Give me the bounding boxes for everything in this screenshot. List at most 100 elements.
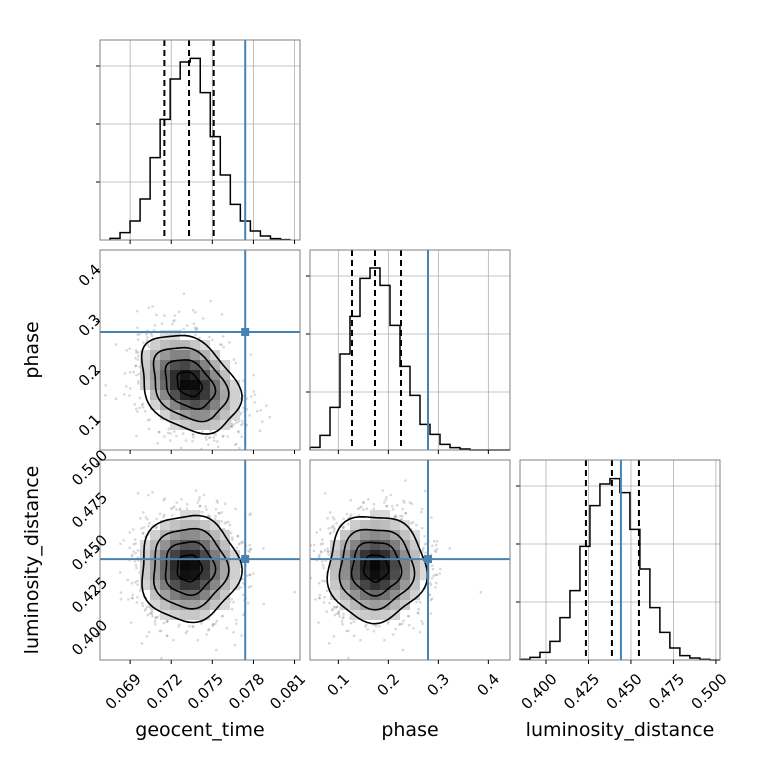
scatter-point	[148, 521, 151, 525]
scatter-point	[209, 299, 212, 303]
scatter-point	[240, 435, 243, 439]
scatter-point	[132, 550, 136, 553]
scatter-point	[319, 528, 322, 531]
scatter-point	[230, 536, 234, 539]
scatter-point	[223, 502, 227, 506]
scatter-point	[407, 624, 411, 627]
scatter-point	[385, 504, 388, 508]
density-cell	[170, 410, 180, 420]
scatter-point	[221, 614, 225, 618]
scatter-point	[136, 333, 139, 336]
density-cell	[190, 390, 200, 400]
panel-frame	[99, 459, 301, 661]
scatter-point	[223, 527, 226, 531]
scatter-point	[162, 515, 165, 519]
scatter-point	[420, 507, 424, 511]
scatter-point	[178, 623, 181, 626]
scatter-point	[211, 624, 215, 628]
density-cell	[170, 360, 180, 370]
hist-bar	[670, 648, 680, 660]
panel-geocent_time-vs-luminosity_distance	[99, 459, 301, 661]
density-cell	[210, 380, 220, 390]
scatter-point	[337, 609, 341, 613]
scatter-point	[372, 502, 376, 506]
density-cell	[420, 560, 430, 570]
density-cell	[370, 590, 380, 600]
density-cell	[410, 540, 420, 550]
scatter-point	[248, 573, 252, 577]
scatter-point	[321, 579, 324, 583]
scatter-point	[331, 607, 335, 611]
density-cell	[210, 360, 220, 370]
density-cell	[170, 570, 180, 580]
scatter-point	[136, 326, 139, 330]
scatter-point	[246, 601, 250, 605]
scatter-point	[349, 498, 353, 502]
scatter-point	[216, 501, 220, 504]
density-cell	[390, 600, 400, 610]
scatter-point	[329, 532, 332, 535]
scatter-point	[403, 501, 406, 504]
scatter-point	[134, 542, 137, 545]
density-cell	[140, 350, 150, 360]
scatter-point	[171, 322, 174, 326]
scatter-point	[146, 419, 150, 422]
scatter-point	[332, 526, 335, 529]
density-cell	[160, 360, 170, 370]
scatter-point	[192, 625, 195, 629]
scatter-point	[435, 547, 439, 551]
scatter-point	[247, 549, 250, 553]
scatter-point	[114, 397, 118, 401]
scatter-point	[242, 613, 245, 617]
truth-marker	[424, 555, 432, 564]
scatter-point	[320, 550, 323, 554]
scatter-point	[125, 385, 128, 388]
scatter-point	[135, 566, 138, 570]
scatter-point	[136, 579, 139, 583]
scatter-point	[431, 564, 434, 567]
scatter-point	[356, 507, 360, 511]
hist-bar	[200, 93, 210, 240]
density-cell	[330, 570, 340, 580]
scatter-point	[249, 512, 253, 515]
scatter-point	[319, 542, 323, 546]
density-cell	[380, 600, 390, 610]
scatter-point	[135, 373, 138, 377]
density-cell	[350, 600, 360, 610]
scatter-point	[139, 517, 142, 520]
scatter-point	[191, 439, 194, 443]
scatter-point	[237, 542, 241, 546]
density-cell	[220, 360, 230, 370]
density-cell	[220, 380, 230, 390]
scatter-point	[248, 543, 252, 547]
scatter-point	[221, 435, 225, 438]
scatter-point	[126, 598, 130, 601]
density-cell	[210, 420, 220, 430]
scatter-point	[184, 439, 188, 442]
scatter-point	[362, 501, 365, 504]
density-cell	[200, 360, 210, 370]
density-cell	[220, 590, 230, 600]
scatter-point	[323, 595, 326, 599]
scatter-point	[338, 614, 341, 618]
hist-bar	[550, 641, 560, 660]
scatter-point	[193, 326, 197, 329]
scatter-point	[333, 613, 337, 617]
density-cell	[420, 570, 430, 580]
scatter-point	[201, 430, 204, 433]
scatter-point	[200, 447, 203, 450]
x-tick-label: 0.400	[518, 670, 561, 713]
density-cell	[360, 600, 370, 610]
density-cell	[340, 580, 350, 590]
scatter-point	[211, 623, 215, 626]
hist-bar	[150, 158, 160, 240]
scatter-point	[232, 630, 235, 634]
scatter-point	[315, 531, 319, 534]
density-cell	[350, 520, 360, 530]
scatter-point	[134, 349, 138, 352]
scatter-point	[172, 638, 175, 642]
hist-step	[309, 267, 510, 451]
hist-bar	[440, 444, 450, 450]
scatter-point	[147, 427, 151, 431]
scatter-point	[158, 629, 161, 633]
